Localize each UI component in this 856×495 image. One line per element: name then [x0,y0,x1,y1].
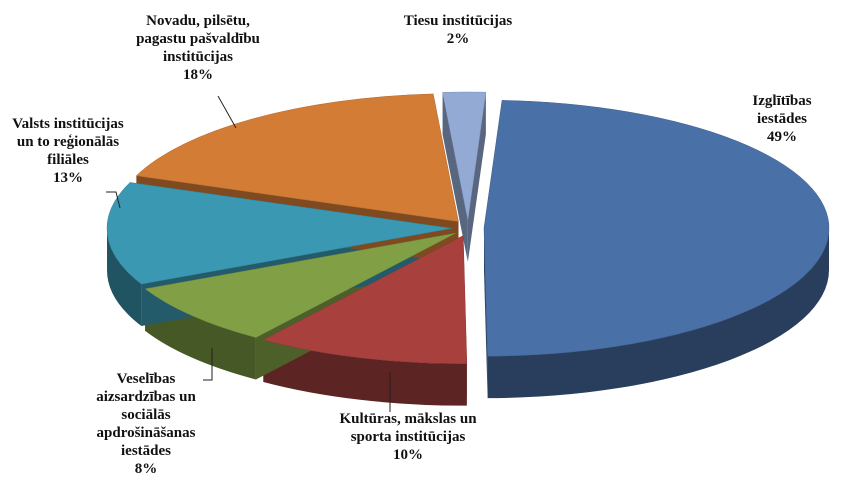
slice-label: Valsts institūcijas un to reģionālās fil… [12,115,124,187]
category-label: Kultūras, mākslas un sporta institūcijas [339,411,477,445]
value-label: 18% [183,67,213,83]
slice [135,93,459,222]
slice-side [487,228,829,399]
leader-line [106,191,121,209]
leader-line [217,95,237,129]
slice-label: Veselības aizsardzības un sociālās apdro… [96,370,196,478]
slice [106,182,453,285]
value-label: 13% [53,170,83,186]
value-label: 2% [446,31,470,47]
category-label: Izglītības iestādes [752,93,812,127]
category-label: Veselības aizsardzības un sociālās apdro… [96,371,196,459]
category-label: Valsts institūcijas un to reģionālās fil… [12,116,124,168]
slice-label: Kultūras, mākslas un sporta institūcijas… [339,410,476,464]
slice-cut-face [467,92,486,263]
slice-side [107,228,142,327]
slice [262,235,468,364]
slice-cut-face [442,92,468,263]
slice-label: Tiesu institūcijas 2% [404,12,513,48]
value-label: 10% [393,447,423,463]
slice-label: Izglītības iestādes 49% [745,92,819,146]
slice [442,91,487,221]
slice-label: Novadu, pilsētu, pagastu pašvaldību inst… [136,12,260,84]
slice [144,232,456,338]
leader-lines [106,95,391,412]
category-label: Novadu, pilsētu, pagastu pašvaldību inst… [136,13,260,65]
value-label: 8% [134,461,158,477]
value-label: 49% [767,129,797,145]
category-label: Tiesu institūcijas [403,13,513,29]
slice [483,100,830,357]
slice-cut-face [483,228,488,399]
leader-line [203,348,213,381]
slice-side [263,339,467,406]
